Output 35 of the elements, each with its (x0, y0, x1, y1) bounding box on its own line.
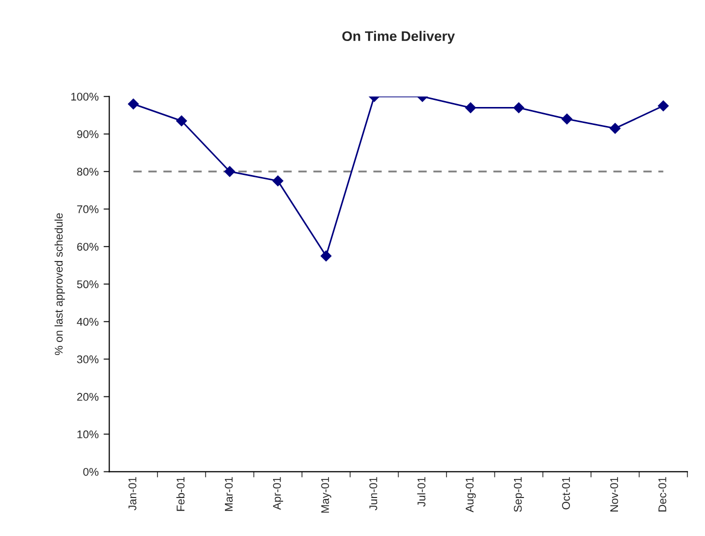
point (224, 166, 236, 177)
y-axis-title: % on last approved schedule (54, 213, 65, 356)
y-tick-label: 50% (77, 280, 98, 288)
y-tick-label: 100% (71, 92, 98, 101)
point (562, 114, 572, 124)
y-tick-label: 90% (77, 130, 98, 138)
point (272, 175, 284, 186)
y-tick-label: 60% (77, 242, 98, 251)
x-tick-label: Nov-01 (610, 477, 618, 512)
point (128, 98, 139, 110)
y-tick-label: 70% (77, 205, 98, 214)
point (320, 250, 332, 262)
x-tick-label: Jun-01 (369, 477, 378, 510)
x-tick-label: Sep-01 (514, 477, 524, 512)
point (658, 100, 669, 112)
y-tick-label: 80% (77, 168, 98, 176)
chart-title: On Time Delivery (342, 30, 455, 44)
y-tick-label: 20% (77, 392, 98, 401)
point (465, 102, 476, 114)
y-tick-label: 10% (77, 430, 98, 438)
x-tick-label: Jan-01 (128, 477, 136, 510)
point (176, 115, 187, 126)
point (610, 122, 621, 134)
x-tick-label: Oct-01 (562, 477, 570, 510)
x-tick-label: Aug-01 (466, 477, 476, 512)
x-tick-label: Mar-01 (224, 477, 233, 511)
point (513, 102, 524, 114)
x-tick-label: May-01 (321, 477, 332, 513)
y-tick-label: 40% (76, 318, 98, 326)
y-tick-label: 0% (83, 468, 98, 476)
x-tick-label: Dec-01 (658, 477, 666, 512)
x-tick-label: Apr-01 (273, 477, 284, 510)
x-tick-label: Jul-01 (417, 477, 426, 507)
x-tick-label: Feb-01 (176, 477, 185, 511)
y-tick-label: 30% (77, 355, 98, 364)
